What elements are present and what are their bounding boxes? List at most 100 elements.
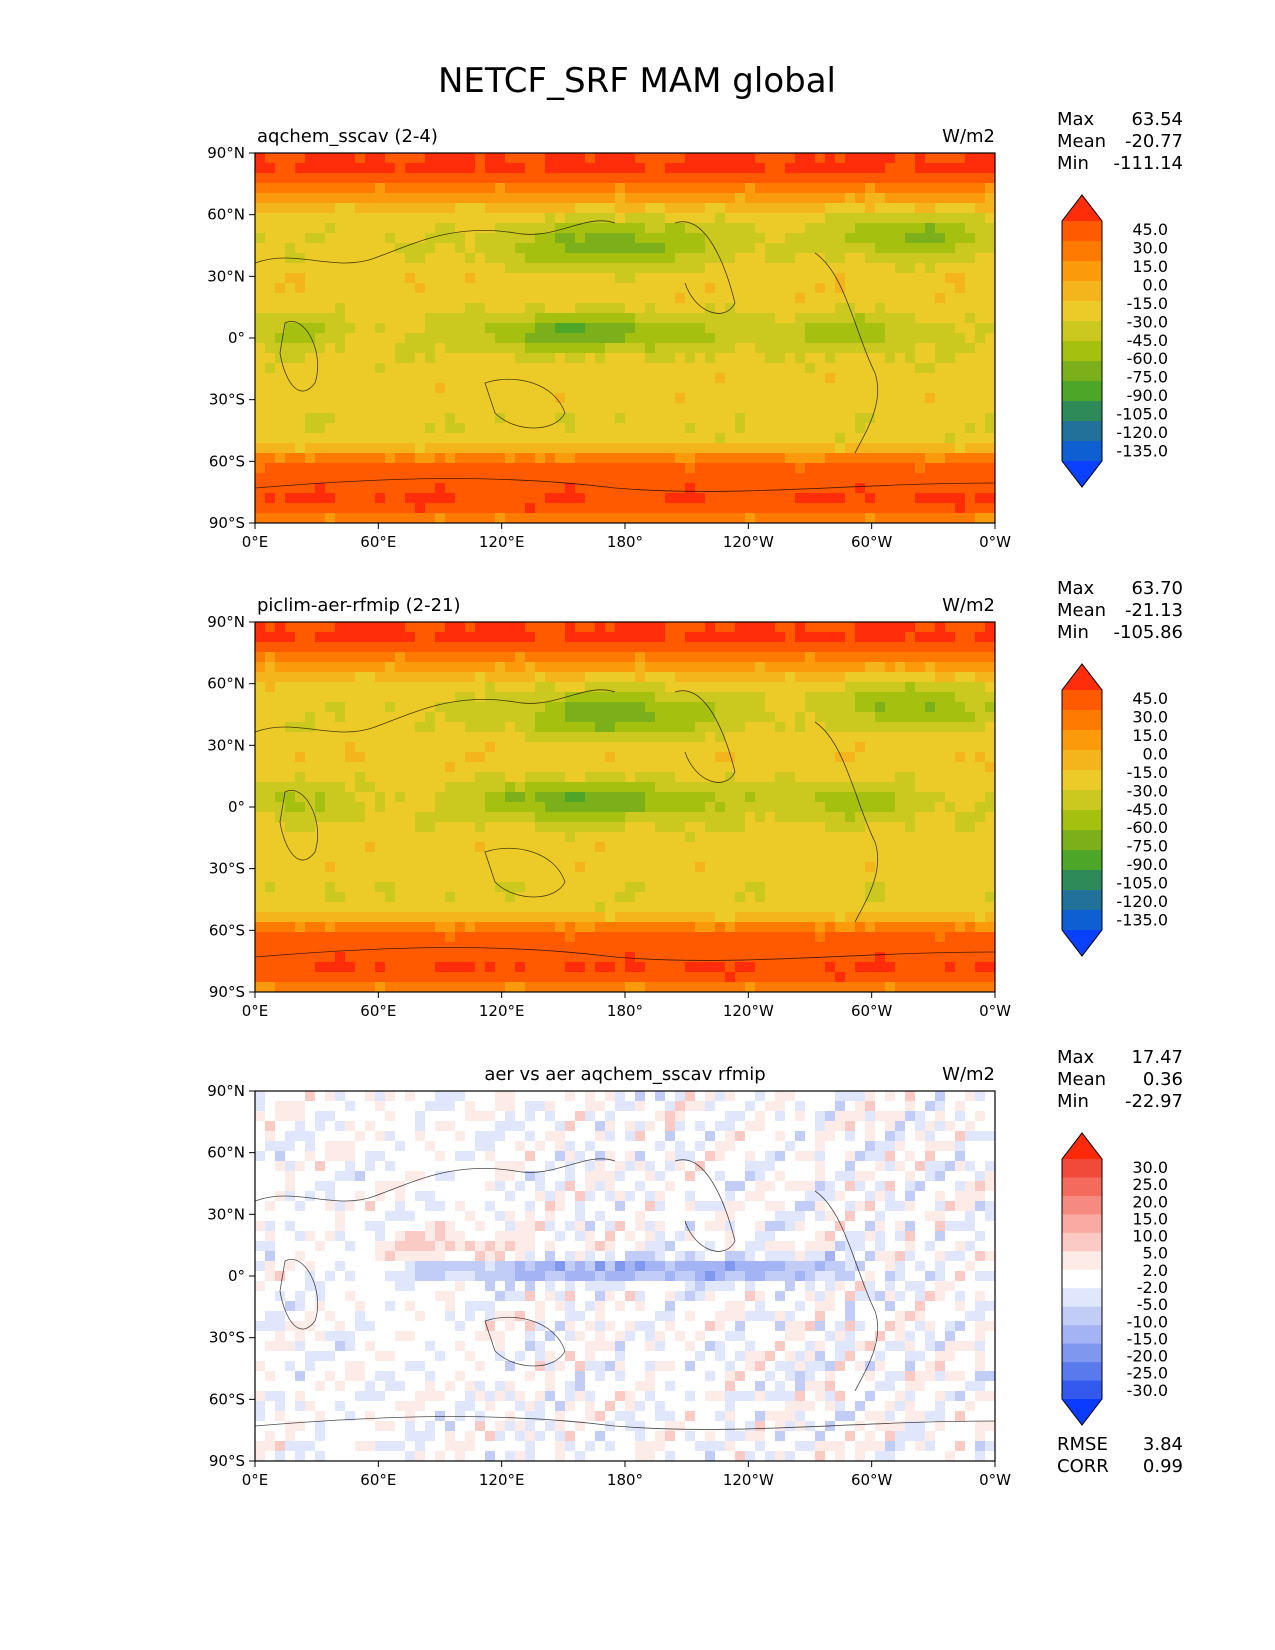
field-cell bbox=[495, 882, 506, 893]
field-cell bbox=[535, 453, 546, 464]
field-cell bbox=[735, 862, 746, 873]
field-cell bbox=[905, 652, 916, 663]
field-cell bbox=[935, 792, 946, 803]
field-cell bbox=[885, 852, 896, 863]
field-cell bbox=[595, 772, 606, 783]
field-cell bbox=[375, 802, 386, 813]
field-cell bbox=[685, 303, 696, 314]
field-cell bbox=[535, 383, 546, 394]
field-cell bbox=[355, 762, 366, 773]
field-cell bbox=[975, 303, 986, 314]
field-cell bbox=[565, 702, 576, 713]
field-cell bbox=[915, 403, 926, 414]
field-cell bbox=[295, 303, 306, 314]
field-cell bbox=[685, 692, 696, 703]
field-cell bbox=[985, 872, 995, 883]
field-cell bbox=[875, 173, 886, 184]
field-cell bbox=[275, 702, 286, 713]
field-cell bbox=[565, 273, 576, 284]
field-cell bbox=[315, 742, 326, 753]
field-cell bbox=[285, 373, 296, 384]
field-cell bbox=[735, 672, 746, 683]
field-cell bbox=[325, 692, 336, 703]
field-cell bbox=[745, 852, 756, 863]
field-cell bbox=[335, 782, 346, 793]
field-cell bbox=[975, 473, 986, 484]
field-cell bbox=[915, 782, 926, 793]
field-cell bbox=[265, 802, 276, 813]
field-cell bbox=[515, 632, 526, 643]
field-cell bbox=[945, 712, 956, 723]
field-cell bbox=[275, 742, 286, 753]
field-cell bbox=[945, 273, 956, 284]
field-cell bbox=[925, 273, 936, 284]
field-cell bbox=[485, 343, 496, 354]
field-cell bbox=[285, 313, 296, 324]
field-cell bbox=[695, 802, 706, 813]
field-cell bbox=[665, 453, 676, 464]
field-cell bbox=[415, 503, 426, 514]
field-cell bbox=[675, 842, 686, 853]
field-cell bbox=[915, 672, 926, 683]
field-cell bbox=[715, 842, 726, 853]
field-cell bbox=[315, 253, 326, 264]
field-cell bbox=[635, 423, 646, 434]
field-cell bbox=[875, 782, 886, 793]
field-cell bbox=[595, 383, 606, 394]
field-cell bbox=[355, 303, 366, 314]
field-cell bbox=[605, 393, 616, 404]
field-cell bbox=[495, 802, 506, 813]
field-cell bbox=[395, 632, 406, 643]
field-cell bbox=[745, 822, 756, 833]
field-cell bbox=[555, 213, 566, 224]
field-cell bbox=[685, 203, 696, 214]
field-cell bbox=[445, 283, 456, 294]
field-cell bbox=[905, 782, 916, 793]
field-cell bbox=[725, 233, 736, 244]
field-cell bbox=[495, 213, 506, 224]
field-cell bbox=[745, 782, 756, 793]
field-cell bbox=[825, 812, 836, 823]
field-cell bbox=[665, 742, 676, 753]
field-cell bbox=[665, 513, 676, 523]
field-cell bbox=[885, 463, 896, 474]
field-cell bbox=[965, 203, 976, 214]
field-cell bbox=[425, 842, 436, 853]
field-cell bbox=[695, 812, 706, 823]
field-cell bbox=[705, 672, 716, 683]
field-cell bbox=[295, 313, 306, 324]
field-cell bbox=[695, 762, 706, 773]
field-cell bbox=[755, 842, 766, 853]
field-cell bbox=[755, 513, 766, 523]
field-cell bbox=[565, 822, 576, 833]
field-cell bbox=[675, 822, 686, 833]
field-cell bbox=[875, 772, 886, 783]
field-cell bbox=[385, 752, 396, 763]
field-cell bbox=[555, 892, 566, 903]
field-cell bbox=[325, 513, 336, 523]
field-cell bbox=[335, 792, 346, 803]
field-cell bbox=[945, 642, 956, 653]
colorbar-tick-label: -15.0 bbox=[1127, 294, 1168, 313]
stat-value: -20.77 bbox=[1125, 131, 1183, 152]
field-cell bbox=[545, 832, 556, 843]
field-cell bbox=[815, 463, 826, 474]
field-cell bbox=[805, 173, 816, 184]
field-cell bbox=[685, 652, 696, 663]
field-cell bbox=[935, 223, 946, 234]
field-cell bbox=[625, 293, 636, 304]
field-cell bbox=[555, 333, 566, 344]
field-cell bbox=[935, 842, 946, 853]
field-cell bbox=[535, 782, 546, 793]
field-cell bbox=[365, 363, 376, 374]
field-cell bbox=[425, 832, 436, 843]
field-cell bbox=[905, 772, 916, 783]
field-cell bbox=[685, 642, 696, 653]
field-cell bbox=[445, 702, 456, 713]
field-cell bbox=[535, 732, 546, 743]
field-cell bbox=[575, 493, 586, 504]
field-cell bbox=[835, 622, 846, 633]
field-cell bbox=[515, 852, 526, 863]
field-cell bbox=[275, 343, 286, 354]
field-cell bbox=[735, 822, 746, 833]
